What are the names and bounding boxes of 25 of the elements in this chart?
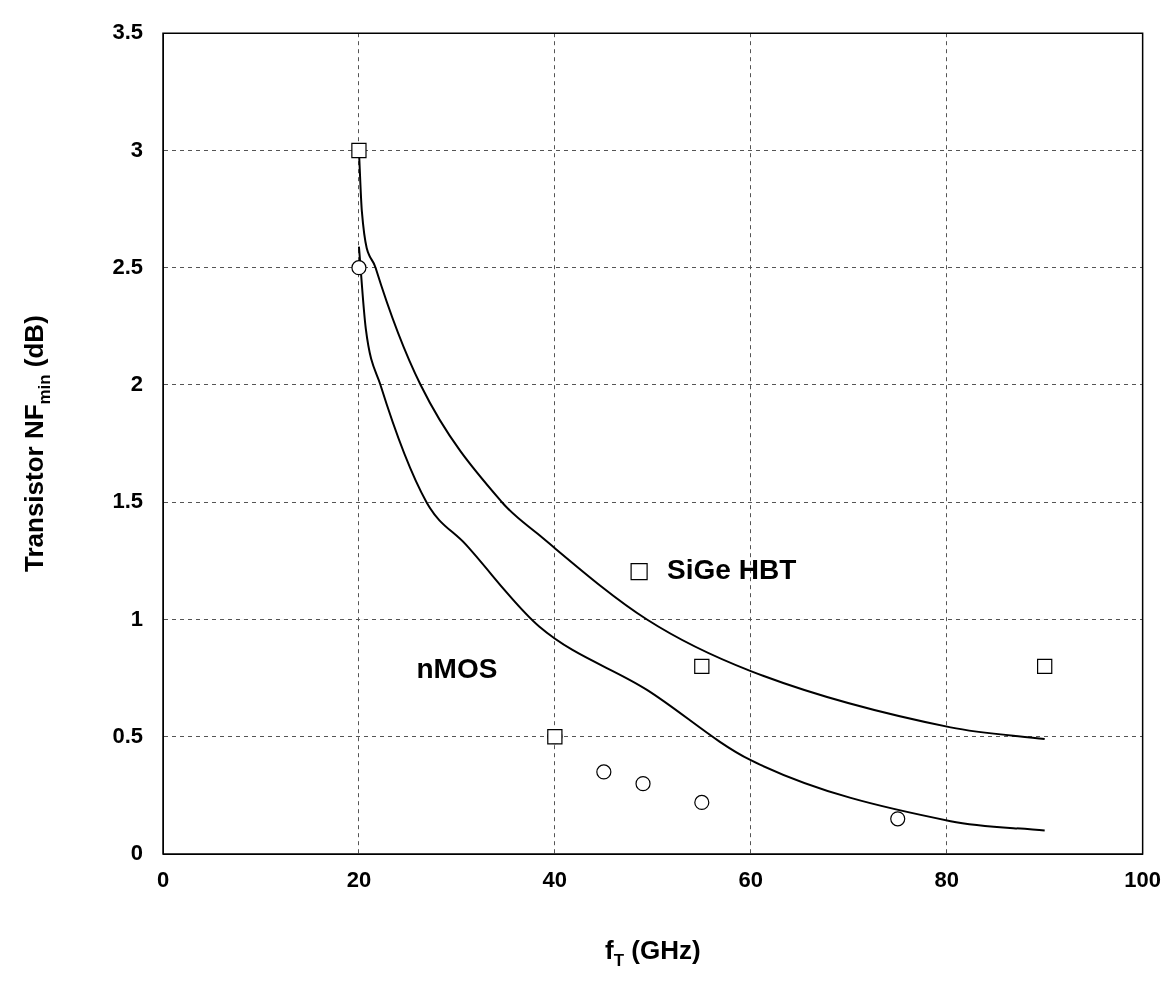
x-tick-label: 60 — [738, 867, 764, 893]
annotation: nMOS — [416, 652, 498, 684]
y-tick-label: 0 — [130, 840, 143, 866]
point — [890, 811, 906, 827]
x-tick-label: 20 — [346, 867, 372, 893]
point — [351, 142, 367, 159]
x-tick-label: 0 — [156, 867, 170, 893]
legend-label: SiGe HBT — [667, 554, 797, 586]
y-tick-label: 3 — [130, 136, 143, 162]
x-tick-label: 80 — [934, 867, 959, 893]
point — [694, 658, 710, 675]
y-tick-label: 0.5 — [112, 722, 143, 748]
y-tick-label: 2.5 — [112, 253, 143, 279]
point — [351, 260, 367, 276]
point — [694, 794, 710, 811]
point — [596, 764, 612, 780]
point — [1037, 658, 1053, 675]
y-axis-title: Transistor NFmin (dB) — [19, 315, 54, 573]
y-tick-label: 1.5 — [112, 488, 143, 514]
y-tick-label: 2 — [130, 371, 143, 397]
y-tick-label: 1 — [130, 605, 143, 631]
x-tick-label: 40 — [542, 867, 568, 893]
point — [635, 776, 651, 792]
x-tick-label: 100 — [1124, 867, 1162, 893]
y-tick-label: 3.5 — [112, 19, 143, 45]
